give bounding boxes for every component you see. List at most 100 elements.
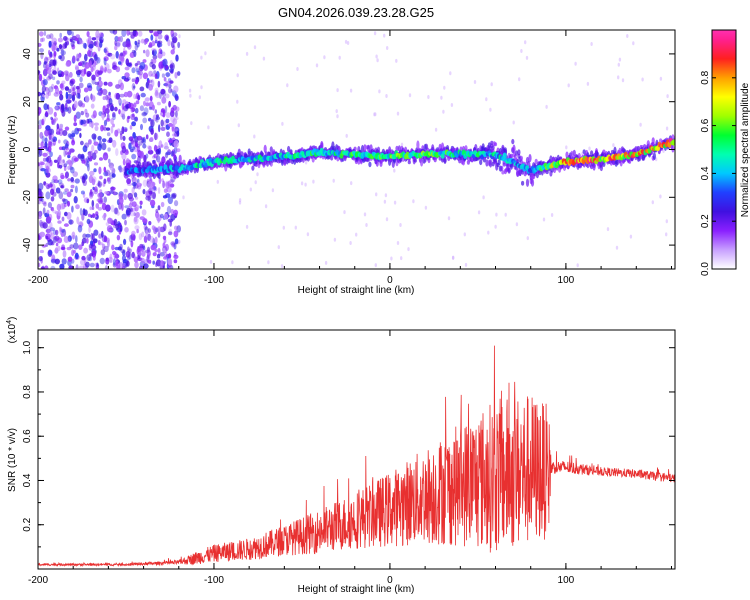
spectrogram-noise-blob bbox=[84, 158, 89, 166]
spectrogram-noise-blob bbox=[173, 146, 178, 154]
spectrogram-noise-blob bbox=[107, 52, 113, 57]
spectrogram-noise-blob bbox=[63, 236, 70, 243]
spectrogram-noise-blob bbox=[176, 131, 180, 137]
spectrogram-ridge-halo bbox=[652, 152, 657, 160]
spectrogram-noise-blob bbox=[50, 232, 55, 240]
spectrogram-noise-blob bbox=[99, 41, 103, 48]
spectrogram-noise-blob bbox=[173, 209, 179, 216]
spectrogram-speckle bbox=[550, 213, 554, 217]
spectrogram-noise-blob bbox=[51, 83, 55, 90]
spectrogram-noise-blob bbox=[109, 30, 115, 34]
spectrogram-noise-blob bbox=[148, 84, 154, 91]
spectrogram-noise-blob bbox=[112, 30, 118, 35]
snr-y-tick-label: 0.2 bbox=[22, 517, 33, 531]
spectrogram-noise-blob bbox=[125, 209, 130, 216]
snr-series-line bbox=[38, 345, 675, 568]
spectrogram-noise-blob bbox=[89, 194, 93, 199]
spectrogram-noise-blob bbox=[87, 152, 91, 159]
spectrogram-noise-blob bbox=[151, 40, 156, 47]
spectrogram-noise-blob bbox=[147, 228, 151, 234]
spectrogram-noise-blob bbox=[110, 118, 114, 125]
spectrogram-noise-blob bbox=[116, 234, 121, 241]
spectrogram-noise-blob bbox=[110, 186, 116, 191]
spectrogram-noise-blob bbox=[40, 266, 45, 269]
spectrogram-noise-blob bbox=[169, 68, 174, 73]
spectrogram-speckle bbox=[323, 55, 326, 60]
spectrogram-noise-blob bbox=[46, 226, 52, 230]
spectrogram-noise-blob bbox=[42, 222, 48, 229]
spectrogram-noise-blob bbox=[157, 187, 161, 194]
spectrogram-ridge-halo bbox=[582, 149, 586, 154]
spectrogram-noise-blob bbox=[57, 179, 63, 185]
spectrogram-noise-blob bbox=[52, 70, 57, 75]
spectrogram-ridge-halo bbox=[489, 159, 493, 168]
spectrogram-noise-blob bbox=[45, 165, 50, 174]
spectrogram-noise-blob bbox=[65, 172, 68, 180]
spectrogram-noise-blob bbox=[58, 44, 63, 50]
spectrogram-noise-blob bbox=[120, 55, 125, 64]
spectrogram-ridge-halo bbox=[521, 180, 525, 186]
spectrogram-noise-blob bbox=[61, 216, 65, 222]
spectrogram-noise-blob bbox=[98, 242, 104, 246]
spectrogram-speckle bbox=[665, 219, 668, 224]
spectrogram-speckle bbox=[383, 33, 386, 38]
spectrogram-noise-blob bbox=[97, 192, 103, 199]
spectrogram-noise-blob bbox=[154, 236, 158, 244]
spectrogram-noise-blob bbox=[152, 58, 157, 64]
spectrogram-speckle bbox=[306, 232, 310, 237]
spectrogram-noise-blob bbox=[148, 106, 153, 111]
spectrogram-speckle bbox=[344, 39, 348, 44]
spectrogram-noise-blob bbox=[92, 213, 95, 219]
spectrogram-noise-blob bbox=[149, 236, 155, 243]
spectrogram-noise-blob bbox=[93, 54, 98, 61]
spectrogram-noise-blob bbox=[164, 105, 168, 114]
snr-scale-suffix: ) bbox=[7, 317, 18, 320]
spectrogram-noise-blob bbox=[121, 203, 124, 211]
spectrogram-speckle bbox=[567, 83, 570, 88]
spectrogram-speckle bbox=[296, 67, 299, 71]
spectrogram-noise-blob bbox=[38, 142, 41, 147]
spectrogram-noise-blob bbox=[151, 48, 157, 52]
spectrogram-noise-blob bbox=[44, 137, 48, 143]
spectrogram-noise-blob bbox=[117, 246, 122, 251]
spectrogram-noise-blob bbox=[69, 148, 75, 153]
spectrogram-noise-blob bbox=[74, 178, 80, 184]
spectrogram-speckle bbox=[618, 57, 622, 62]
spectrogram-speckle bbox=[346, 41, 350, 45]
spectrogram-ridge-halo bbox=[490, 140, 494, 145]
spectrogram-noise-blob bbox=[57, 156, 62, 164]
spectrogram-noise-blob bbox=[91, 206, 95, 210]
spectrogram-noise-blob bbox=[125, 251, 131, 258]
spectrogram-noise-blob bbox=[134, 63, 138, 67]
spectrogram-noise-blob bbox=[136, 228, 139, 234]
spectrogram-noise-blob bbox=[43, 103, 48, 111]
spectrogram-noise-blob bbox=[40, 161, 45, 166]
spectrogram-noise-blob bbox=[103, 119, 108, 126]
spectrogram-noise-blob bbox=[38, 199, 41, 205]
spectrogram-speckle bbox=[315, 63, 319, 68]
spectrogram-noise-blob bbox=[67, 154, 71, 159]
spectrogram-noise-blob bbox=[72, 171, 78, 178]
spectrogram-noise-blob bbox=[168, 87, 173, 94]
spectrogram-noise-blob bbox=[175, 54, 179, 62]
spectrogram-noise-blob bbox=[71, 205, 74, 213]
colorbar-tick-label: 0.0 bbox=[700, 262, 711, 276]
spectrogram-ridge-halo bbox=[615, 159, 620, 166]
spectrogram-noise-blob bbox=[106, 177, 111, 182]
spectrogram-noise-blob bbox=[42, 94, 45, 98]
spectrogram-noise-blob bbox=[59, 263, 65, 269]
spectrogram-speckle bbox=[300, 181, 304, 186]
spectrogram-noise-blob bbox=[160, 260, 164, 267]
spectrogram-noise-blob bbox=[172, 32, 178, 37]
spectrogram-noise-blob bbox=[174, 72, 178, 79]
spectrogram-noise-blob bbox=[91, 37, 97, 41]
spectrogram-speckle bbox=[440, 95, 443, 100]
spectrogram-noise-blob bbox=[42, 152, 48, 157]
spectrogram-noise-blob bbox=[161, 73, 165, 78]
spectrogram-noise-blob bbox=[164, 142, 169, 148]
spectrogram-noise-blob bbox=[58, 128, 64, 137]
spectrogram-speckle bbox=[304, 182, 307, 187]
spectrogram-noise-blob bbox=[51, 133, 55, 140]
spectrogram-noise-blob bbox=[162, 58, 168, 67]
spectrogram-noise-blob bbox=[137, 70, 143, 76]
